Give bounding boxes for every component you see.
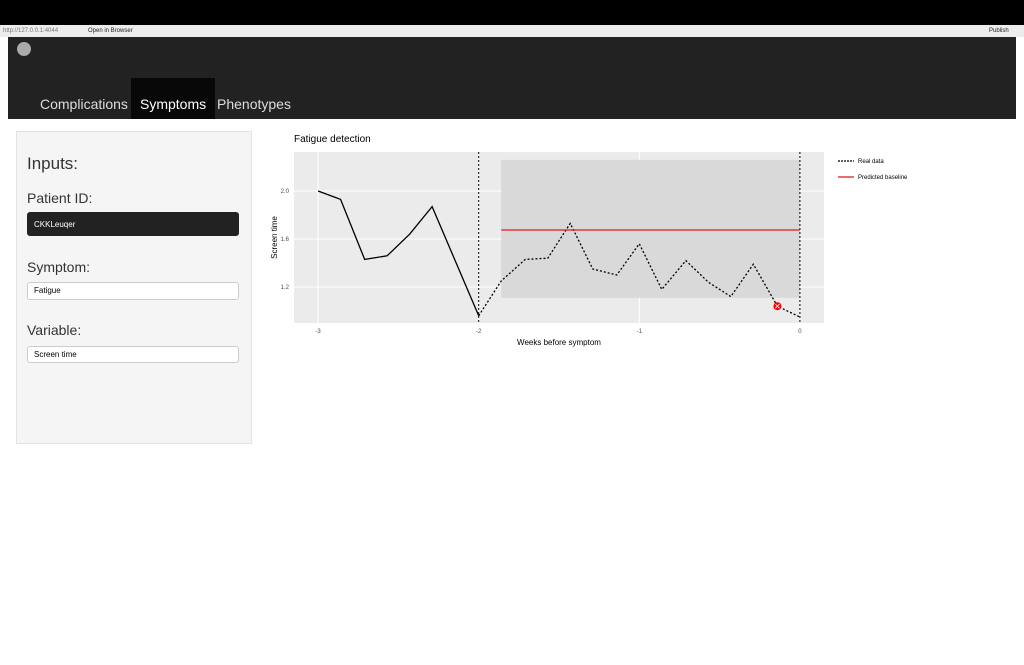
y-tick-label: 1.2 — [281, 285, 290, 291]
open-browser[interactable]: Open in Browser — [88, 28, 133, 34]
sidebar: Inputs: Patient ID: CKKLeuqer Symptom: F… — [16, 131, 252, 444]
x-tick-label: -3 — [315, 329, 321, 335]
patient-select[interactable]: CKKLeuqer — [27, 212, 239, 236]
logo — [17, 42, 31, 56]
navbar: Complications Symptoms Phenotypes — [8, 37, 1016, 119]
patient-label: Patient ID: — [27, 190, 93, 206]
anomaly-cross — [775, 303, 780, 309]
top-bar — [0, 0, 1024, 25]
x-axis-label: Weeks before symptom — [517, 338, 601, 347]
nav-tab[interactable]: Symptoms — [131, 78, 216, 119]
legend-label: Predicted baseline — [858, 175, 908, 181]
symptom-label: Symptom: — [27, 259, 91, 275]
inputs-title: Inputs: — [27, 154, 79, 173]
y-tick-label: 2.0 — [281, 189, 290, 195]
x-tick-label: -1 — [637, 329, 643, 335]
variable-label: Variable: — [27, 322, 82, 338]
toolbar: http://127.0.0.1:4044 Open in Browser Pu… — [0, 25, 1024, 37]
y-tick-label: 1.6 — [281, 237, 290, 243]
nav-tab[interactable]: Phenotypes — [217, 96, 291, 112]
x-tick-label: -2 — [476, 329, 482, 335]
publish[interactable]: Publish — [989, 28, 1009, 34]
chart: Fatigue detection 2.0 1.6 1.2 -3 -2 -1 0 Weeks b… — [270, 134, 908, 347]
line — [478, 222, 801, 318]
chart-title: Fatigue detection — [294, 134, 371, 145]
variable-select[interactable]: Screen time — [27, 346, 239, 363]
url: http://127.0.0.1:4044 — [3, 28, 59, 34]
symptom-select[interactable]: Fatigue — [27, 282, 239, 300]
legend-label: Real data — [858, 159, 884, 165]
baseline-band — [501, 159, 800, 298]
line — [317, 190, 480, 317]
nav-tab[interactable]: Complications — [40, 96, 128, 112]
y-axis-label: Screen time — [270, 216, 279, 259]
x-tick-label: 0 — [798, 329, 802, 335]
